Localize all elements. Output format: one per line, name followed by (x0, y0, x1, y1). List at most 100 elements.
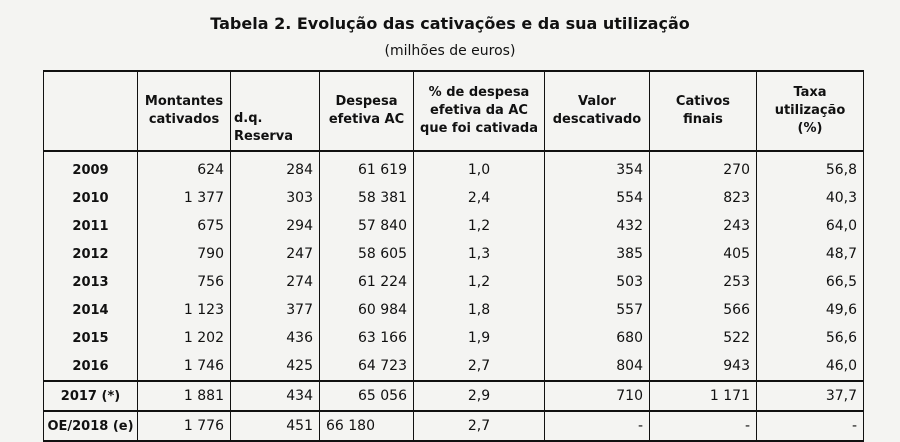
cell-despesa: 58 605 (319, 240, 414, 268)
cell-pct: 2,7 (413, 410, 545, 442)
cell-dq: 284 (230, 151, 320, 184)
header-line: utilização (774, 103, 846, 118)
cell-pct: 2,9 (413, 380, 545, 411)
row-year: 2010 (43, 184, 138, 212)
cell-cativos: 566 (649, 296, 757, 324)
cell-pct: 1,3 (413, 240, 545, 268)
cell-taxa: 56,6 (756, 324, 864, 352)
row-year: 2012 (43, 240, 138, 268)
cell-despesa: 60 984 (319, 296, 414, 324)
table-row: 2014 1 123 377 60 984 1,8 557 566 49,6 (43, 296, 864, 324)
cell-montantes: 1 202 (137, 324, 231, 352)
cell-taxa: 40,3 (756, 184, 864, 212)
cell-taxa: 66,5 (756, 268, 864, 296)
cell-valor: 503 (544, 268, 650, 296)
header-line: descativado (552, 112, 642, 127)
cell-montantes: 790 (137, 240, 231, 268)
cell-taxa: 48,7 (756, 240, 864, 268)
cell-dq: 377 (230, 296, 320, 324)
cell-despesa: 63 166 (319, 324, 414, 352)
cell-taxa: 56,8 (756, 151, 864, 184)
cell-dq: 434 (230, 380, 320, 411)
header-valor-descativado: Valor descativado (544, 70, 650, 152)
cell-dq: 451 (230, 410, 320, 442)
row-year: 2016 (43, 352, 138, 381)
cell-dq: 425 (230, 352, 320, 381)
header-pct-cativada: % de despesa efetiva da AC que foi cativ… (413, 70, 545, 152)
cell-montantes: 1 746 (137, 352, 231, 381)
header-despesa-efetiva: Despesa efetiva AC (319, 70, 414, 152)
cell-dq: 247 (230, 240, 320, 268)
cell-valor: 554 (544, 184, 650, 212)
cell-despesa: 57 840 (319, 212, 414, 240)
cell-taxa: 46,0 (756, 352, 864, 381)
cell-montantes: 1 881 (137, 380, 231, 411)
header-line: cativados (148, 112, 220, 127)
header-line: efetiva AC (328, 112, 405, 127)
cell-taxa: 49,6 (756, 296, 864, 324)
cell-montantes: 1 776 (137, 410, 231, 442)
table-row: 2016 1 746 425 64 723 2,7 804 943 46,0 (43, 352, 864, 381)
cell-pct: 2,7 (413, 352, 545, 381)
header-line: finais (683, 112, 723, 127)
cell-pct: 1,0 (413, 151, 545, 184)
cell-cativos: 243 (649, 212, 757, 240)
header-line: Cativos (675, 94, 731, 109)
cell-montantes: 756 (137, 268, 231, 296)
row-year: 2014 (43, 296, 138, 324)
cell-valor: 557 (544, 296, 650, 324)
table-row: OE/2018 (e) 1 776 451 66 180 2,7 - - - (43, 410, 864, 442)
header-line: Montantes (144, 94, 224, 109)
header-year (43, 70, 138, 152)
row-year: 2009 (43, 151, 138, 184)
header-dq-reserva: d.q. Reserva (230, 70, 320, 152)
cell-montantes: 1 377 (137, 184, 231, 212)
cell-valor: 354 (544, 151, 650, 184)
cell-cativos: 270 (649, 151, 757, 184)
cell-cativos: 522 (649, 324, 757, 352)
cell-valor: 385 (544, 240, 650, 268)
header-line: que foi cativada (420, 121, 538, 136)
cell-taxa: 37,7 (756, 380, 864, 411)
table-row: 2017 (*) 1 881 434 65 056 2,9 710 1 171 … (43, 380, 864, 411)
cell-pct: 1,9 (413, 324, 545, 352)
cell-cativos: 823 (649, 184, 757, 212)
cell-valor: 804 (544, 352, 650, 381)
row-year: OE/2018 (e) (43, 410, 138, 442)
table-row: 2015 1 202 436 63 166 1,9 680 522 56,6 (43, 324, 864, 352)
table-row: 2013 756 274 61 224 1,2 503 253 66,5 (43, 268, 864, 296)
header-line: d.q. (234, 111, 263, 126)
row-year: 2011 (43, 212, 138, 240)
table-row: 2011 675 294 57 840 1,2 432 243 64,0 (43, 212, 864, 240)
cativacoes-table: Montantes cativados d.q. Reserva Despesa… (43, 70, 864, 442)
cell-despesa: 58 381 (319, 184, 414, 212)
table-row: 2009 624 284 61 619 1,0 354 270 56,8 (43, 151, 864, 184)
cell-cativos: 943 (649, 352, 757, 381)
header-line: % de despesa (428, 85, 530, 100)
cell-despesa: 61 619 (319, 151, 414, 184)
row-year: 2015 (43, 324, 138, 352)
header-line: Despesa (335, 94, 398, 109)
row-year: 2013 (43, 268, 138, 296)
cell-valor: 710 (544, 380, 650, 411)
table-row: 2012 790 247 58 605 1,3 385 405 48,7 (43, 240, 864, 268)
cell-pct: 2,4 (413, 184, 545, 212)
cell-despesa: 64 723 (319, 352, 414, 381)
cell-dq: 274 (230, 268, 320, 296)
header-line: efetiva da AC (430, 103, 528, 118)
cell-dq: 294 (230, 212, 320, 240)
header-line: Reserva (234, 129, 294, 144)
cell-dq: 303 (230, 184, 320, 212)
header-montantes-cativados: Montantes cativados (137, 70, 231, 152)
header-row: Montantes cativados d.q. Reserva Despesa… (43, 70, 864, 152)
table-title: Tabela 2. Evolução das cativações e da s… (210, 14, 690, 33)
cell-valor: 432 (544, 212, 650, 240)
cell-cativos: 1 171 (649, 380, 757, 411)
cell-pct: 1,2 (413, 268, 545, 296)
cell-pct: 1,2 (413, 212, 545, 240)
cell-despesa: 61 224 (319, 268, 414, 296)
table-row: 2010 1 377 303 58 381 2,4 554 823 40,3 (43, 184, 864, 212)
cell-taxa: 64,0 (756, 212, 864, 240)
header-cativos-finais: Cativos finais (649, 70, 757, 152)
